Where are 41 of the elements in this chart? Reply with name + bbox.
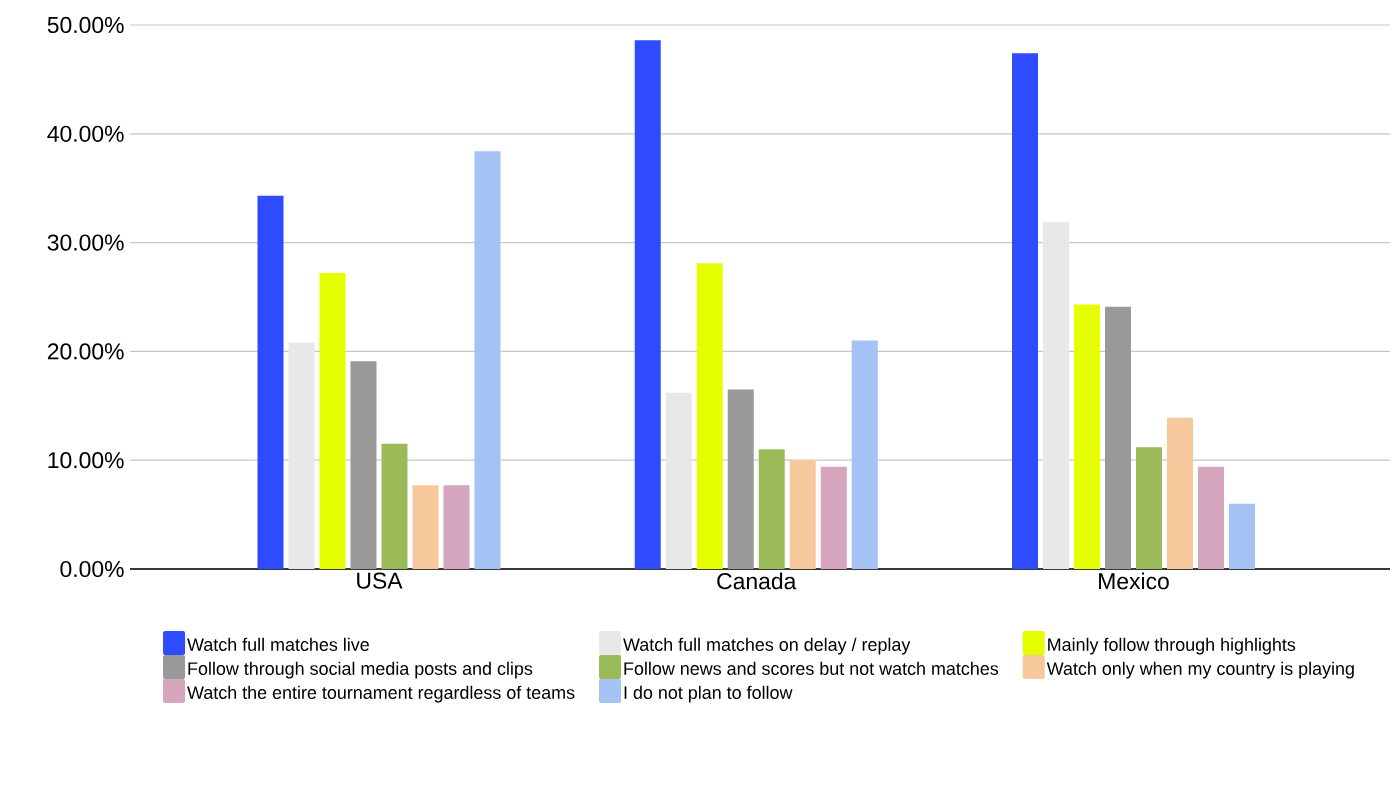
y-tick-label: 0.00%	[60, 560, 124, 578]
bar	[1043, 221, 1070, 569]
bar	[696, 263, 723, 569]
bar	[1105, 306, 1132, 569]
bar	[634, 40, 661, 569]
bar	[288, 342, 315, 569]
legend-label: Watch only when my country is playing	[1046, 661, 1354, 679]
legend-label: I do not plan to follow	[624, 685, 793, 703]
y-tick-label: 20.00%	[47, 343, 124, 360]
bar	[851, 340, 878, 569]
legend-label: Follow through social media posts and clips	[188, 661, 533, 679]
y-tick-label: 40.00%	[47, 125, 124, 142]
bar	[1136, 447, 1163, 569]
bar	[381, 443, 408, 569]
bar	[1198, 466, 1225, 569]
legend-label: Watch full matches on delay / replay	[623, 637, 911, 655]
bar	[443, 485, 470, 569]
x-tick-label: USA	[357, 572, 403, 589]
bar	[727, 389, 754, 569]
x-tick-label: Canada	[717, 572, 797, 590]
bar	[1074, 304, 1101, 569]
bar	[789, 460, 816, 569]
bar	[1167, 417, 1194, 569]
bar	[412, 485, 439, 569]
bar	[350, 361, 377, 569]
legend-label: Watch full matches live	[187, 637, 369, 651]
x-tick-label: Mexico	[1099, 572, 1169, 590]
y-tick-label: 50.00%	[47, 16, 124, 34]
bar	[1012, 53, 1039, 569]
bar	[665, 392, 692, 569]
bar	[758, 449, 785, 569]
bar	[257, 195, 284, 569]
legend-label: Follow news and scores but not watch matches	[624, 661, 999, 675]
bar	[319, 273, 346, 569]
legend-label: Watch the entire tournament regardless of teams	[187, 685, 575, 703]
bar	[1229, 503, 1256, 569]
bar	[474, 151, 501, 569]
legend-label: Mainly follow through highlights	[1048, 637, 1296, 655]
y-tick-label: 10.00%	[48, 452, 124, 469]
bar	[820, 466, 847, 569]
y-tick-label: 30.00%	[47, 234, 124, 251]
